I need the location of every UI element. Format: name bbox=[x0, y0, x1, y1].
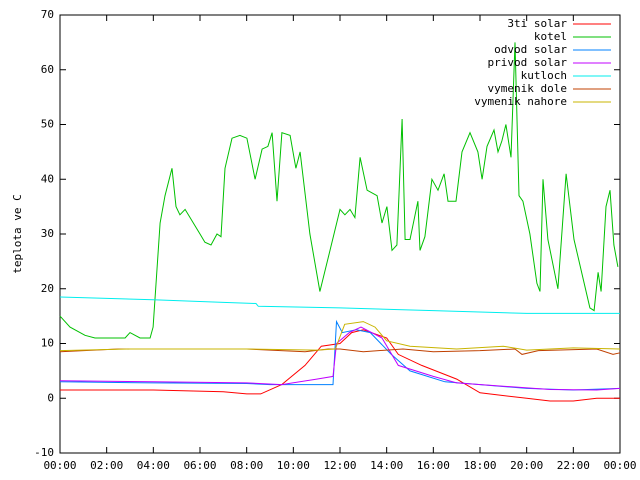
series-line bbox=[59, 42, 619, 339]
x-tick-label: 16:00 bbox=[417, 459, 450, 472]
x-tick-label: 14:00 bbox=[370, 459, 403, 472]
series-line bbox=[59, 326, 621, 391]
legend-label: privod solar bbox=[488, 56, 568, 69]
y-tick-label: 60 bbox=[41, 63, 54, 76]
series-line bbox=[59, 296, 620, 314]
x-tick-label: 02:00 bbox=[90, 459, 123, 472]
x-tick-label: 10:00 bbox=[277, 459, 310, 472]
x-tick-label: 08:00 bbox=[230, 459, 263, 472]
x-tick-label: 06:00 bbox=[183, 459, 216, 472]
y-axis-label: teplota ve C bbox=[11, 194, 24, 273]
legend-label: vymenik nahore bbox=[474, 95, 567, 108]
x-tick-label: 12:00 bbox=[323, 459, 356, 472]
legend-label: vymenik dole bbox=[488, 82, 567, 95]
series-line bbox=[59, 319, 621, 391]
y-tick-label: 30 bbox=[41, 227, 54, 240]
y-tick-label: 20 bbox=[41, 282, 54, 295]
x-tick-label: 20:00 bbox=[510, 459, 543, 472]
series-line bbox=[59, 321, 621, 352]
legend-label: odvod solar bbox=[494, 43, 567, 56]
x-tick-label: 18:00 bbox=[463, 459, 496, 472]
y-tick-label: -10 bbox=[34, 446, 54, 459]
x-tick-label: 00:00 bbox=[43, 459, 76, 472]
series-line bbox=[59, 348, 621, 355]
y-tick-label: 10 bbox=[41, 337, 54, 350]
x-tick-label: 22:00 bbox=[557, 459, 590, 472]
legend-label: kutloch bbox=[521, 69, 567, 82]
legend-label: 3ti solar bbox=[507, 17, 567, 30]
series-line bbox=[60, 329, 620, 402]
x-tick-label: 04:00 bbox=[137, 459, 170, 472]
y-tick-label: 70 bbox=[41, 8, 54, 21]
y-tick-label: 0 bbox=[47, 391, 54, 404]
y-tick-label: 50 bbox=[41, 118, 54, 131]
legend-label: kotel bbox=[534, 30, 567, 43]
y-tick-label: 40 bbox=[41, 172, 54, 185]
x-tick-label: 00:00 bbox=[603, 459, 636, 472]
